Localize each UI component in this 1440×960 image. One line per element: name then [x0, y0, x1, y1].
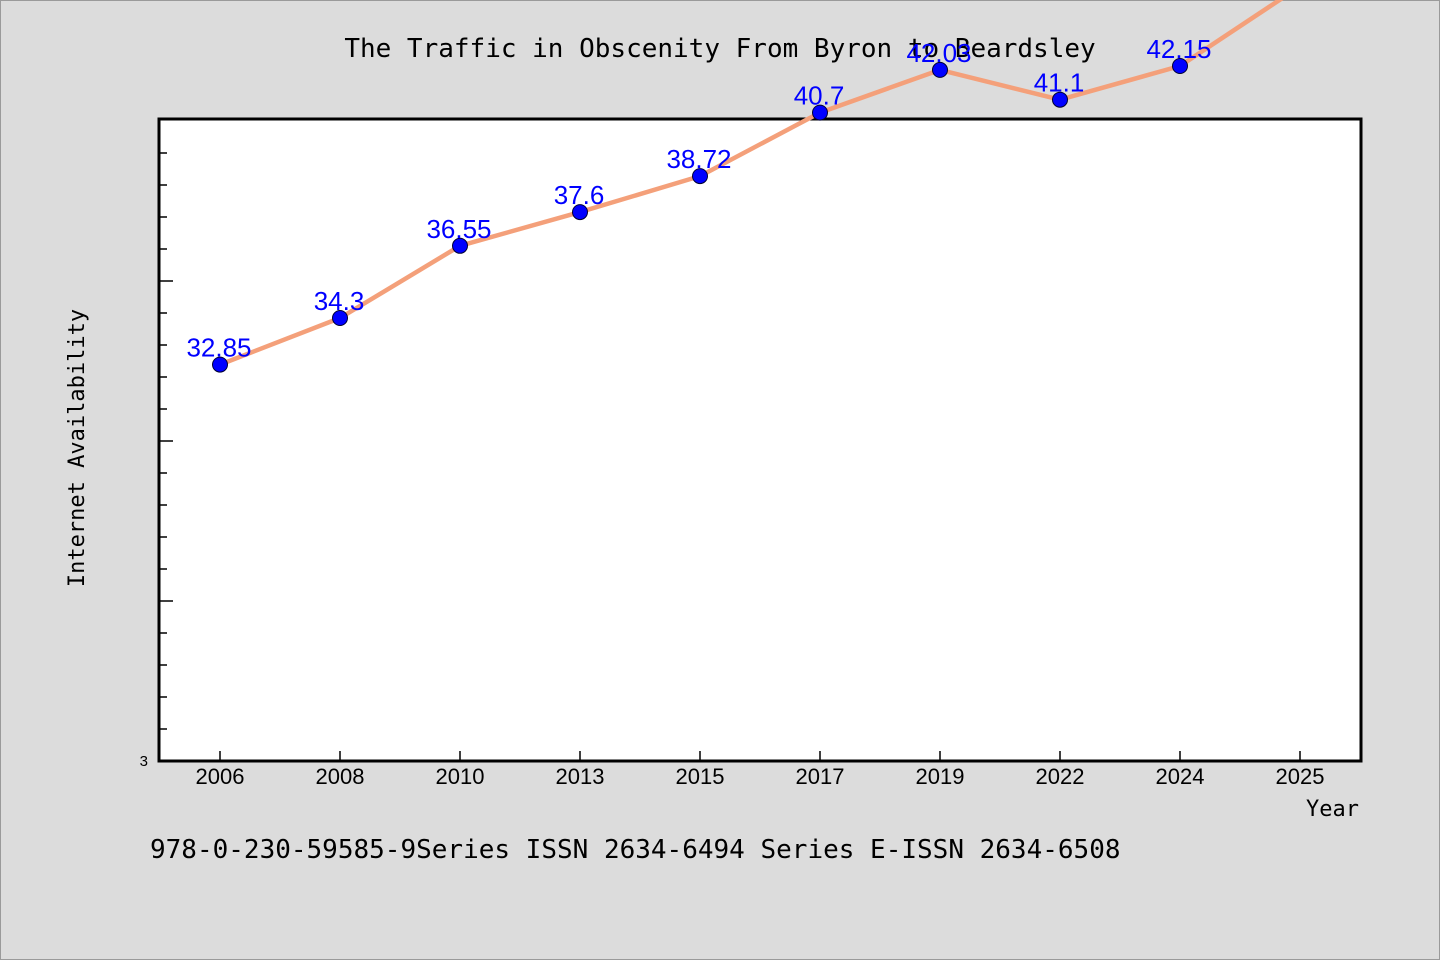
data-point [932, 61, 948, 78]
x-tick-label: 2013 [556, 764, 605, 789]
y-axis-title: Internet Availability [65, 309, 90, 587]
x-tick-label: 2008 [316, 764, 365, 789]
x-axis-title: Year [1306, 797, 1359, 822]
series-layer [212, 0, 1284, 373]
data-label: 42.15 [1146, 34, 1211, 64]
data-point [212, 356, 228, 373]
data-point [812, 104, 828, 121]
data-point [1172, 58, 1188, 74]
x-tick-label: 2025 [1276, 764, 1325, 789]
data-label: 34.3 [314, 286, 365, 316]
chart-title: The Traffic in Obscenity From Byron to B… [344, 34, 1096, 64]
x-tick-label: 2017 [796, 764, 845, 789]
data-label: 38.72 [666, 144, 731, 174]
data-label: 32.85 [186, 333, 251, 363]
x-tick-label: 2022 [1036, 764, 1085, 789]
plot-area [157, 117, 1363, 763]
data-label: 41.1 [1034, 68, 1085, 98]
y-axis-ticks [159, 152, 173, 730]
data-point [332, 310, 348, 326]
x-axis-ticks: 2006 2008 2010 2013 2015 2017 2019 2022 2024 2025 [196, 751, 1325, 789]
data-label: 42.03 [906, 38, 971, 68]
footer-note: 978-0-230-59585-9Series ISSN 2634-6494 S… [150, 835, 1121, 865]
data-label: 36.55 [426, 214, 491, 244]
data-point [572, 204, 588, 221]
data-label-layer: 32.85 34.3 36.55 37.6 38.72 40.7 42.03 41.1 42.1… [186, 34, 1211, 363]
data-point [1052, 91, 1068, 108]
data-label: 40.7 [794, 81, 845, 111]
y-tick-label: 3 [140, 753, 148, 770]
x-tick-label: 2024 [1156, 764, 1205, 789]
x-tick-label: 2015 [676, 764, 725, 789]
data-label: 37.6 [554, 180, 605, 210]
data-point [452, 237, 468, 254]
x-tick-label: 2019 [916, 764, 965, 789]
data-point [692, 168, 708, 185]
series-line [217, 0, 1284, 367]
x-tick-label: 2006 [196, 764, 245, 789]
x-tick-label: 2010 [436, 764, 485, 789]
